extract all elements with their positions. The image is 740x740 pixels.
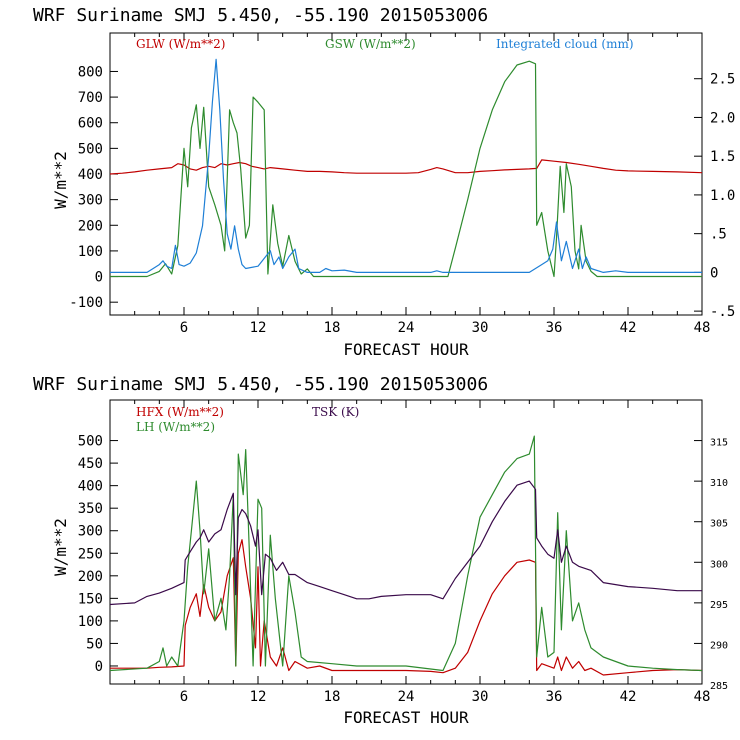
y-tick-label: 600: [78, 116, 103, 132]
y-tick-label: 200: [78, 218, 103, 234]
chart2-ylabel: W/m**2: [51, 518, 70, 576]
y2-tick-label: 285: [710, 681, 728, 692]
x-tick-label: 18: [324, 689, 341, 705]
chart2-frame: [109, 399, 703, 685]
y2-tick-label: 1.0: [710, 188, 735, 204]
y2-tick-label: 315: [710, 438, 728, 449]
x-tick-label: 48: [694, 689, 711, 705]
y-tick-label: 350: [78, 501, 103, 517]
chart2-legend-tsk: TSK (K): [312, 405, 359, 419]
chart2-xlabel: FORECAST HOUR: [343, 708, 469, 727]
series-line-lh: [109, 435, 703, 672]
x-tick-label: 6: [180, 320, 188, 336]
chart1-series: [109, 58, 703, 278]
y-tick-label: 500: [78, 141, 103, 157]
y2-tick-label: -.5: [710, 304, 735, 320]
x-tick-label: 6: [180, 689, 188, 705]
x-tick-label: 42: [620, 320, 637, 336]
y2-tick-label: 290: [710, 640, 728, 651]
x-tick-label: 18: [324, 320, 341, 336]
x-tick-label: 12: [250, 320, 267, 336]
y-tick-label: 500: [78, 434, 103, 450]
y-tick-label: 300: [78, 524, 103, 540]
y-tick-label: 150: [78, 591, 103, 607]
chart1-legend-cloud: Integrated cloud (mm): [496, 37, 634, 51]
y2-tick-label: 305: [710, 519, 728, 530]
y2-tick-label: 0: [710, 265, 718, 281]
y2-tick-label: 2.5: [710, 72, 735, 88]
x-tick-label: 36: [546, 689, 563, 705]
chart2-axes: 6 12 18 24 30 36 42 48 0 50 100 150 200 250 300 350 400 4…: [78, 400, 728, 705]
y2-tick-label: 300: [710, 559, 728, 570]
y-tick-label: 100: [78, 244, 103, 260]
x-tick-label: 42: [620, 689, 637, 705]
x-tick-label: 24: [398, 320, 415, 336]
y-tick-label: 300: [78, 193, 103, 209]
y-tick-label: 450: [78, 456, 103, 472]
series-line-glw: [109, 159, 703, 175]
x-tick-label: 12: [250, 689, 267, 705]
y-tick-label: 0: [95, 270, 103, 286]
y-tick-label: 0: [95, 659, 103, 675]
x-tick-label: 24: [398, 689, 415, 705]
chart2-legend-hfx: HFX (W/m**2): [136, 405, 224, 419]
y2-tick-label: 2.0: [710, 110, 735, 126]
x-tick-label: 48: [694, 320, 711, 336]
x-tick-label: 30: [472, 320, 489, 336]
x-tick-label: 36: [546, 320, 563, 336]
chart1-title: WRF Suriname SMJ 5.450, -55.190 20150530…: [33, 5, 488, 26]
y2-tick-label: 310: [710, 478, 728, 489]
y-tick-label: 200: [78, 569, 103, 585]
chart1-xlabel: FORECAST HOUR: [343, 340, 469, 359]
chart2-legend-lh: LH (W/m**2): [136, 420, 215, 434]
y-tick-label: 250: [78, 546, 103, 562]
chart1-axes: 6 12 18 24 30 36 42 48 -100 0 100 200 300 400 500 600 70…: [69, 33, 735, 336]
series-line-gsw: [110, 60, 702, 278]
series-line-cloud: [110, 58, 702, 273]
chart1-legend-glw: GLW (W/m**2): [136, 37, 225, 51]
chart2-title: WRF Suriname SMJ 5.450, -55.190 20150530…: [33, 374, 488, 395]
series-line-hfx: [110, 539, 703, 676]
chart2-series: [109, 435, 703, 676]
y-tick-label: 400: [78, 479, 103, 495]
y-tick-label: -100: [69, 295, 103, 311]
series-line-tsk: [109, 480, 702, 606]
y2-tick-label: 1.5: [710, 149, 735, 165]
chart1-legend-gsw: GSW (W/m**2): [325, 37, 416, 51]
x-tick-label: 30: [472, 689, 489, 705]
y2-tick-label: .5: [710, 227, 727, 243]
y-tick-label: 700: [78, 90, 103, 106]
chart1-ylabel: W/m**2: [51, 151, 70, 209]
y2-tick-label: 295: [710, 600, 728, 611]
y-tick-label: 400: [78, 167, 103, 183]
y-tick-label: 100: [78, 614, 103, 630]
y-tick-label: 800: [78, 64, 103, 80]
y-tick-label: 50: [86, 636, 103, 652]
